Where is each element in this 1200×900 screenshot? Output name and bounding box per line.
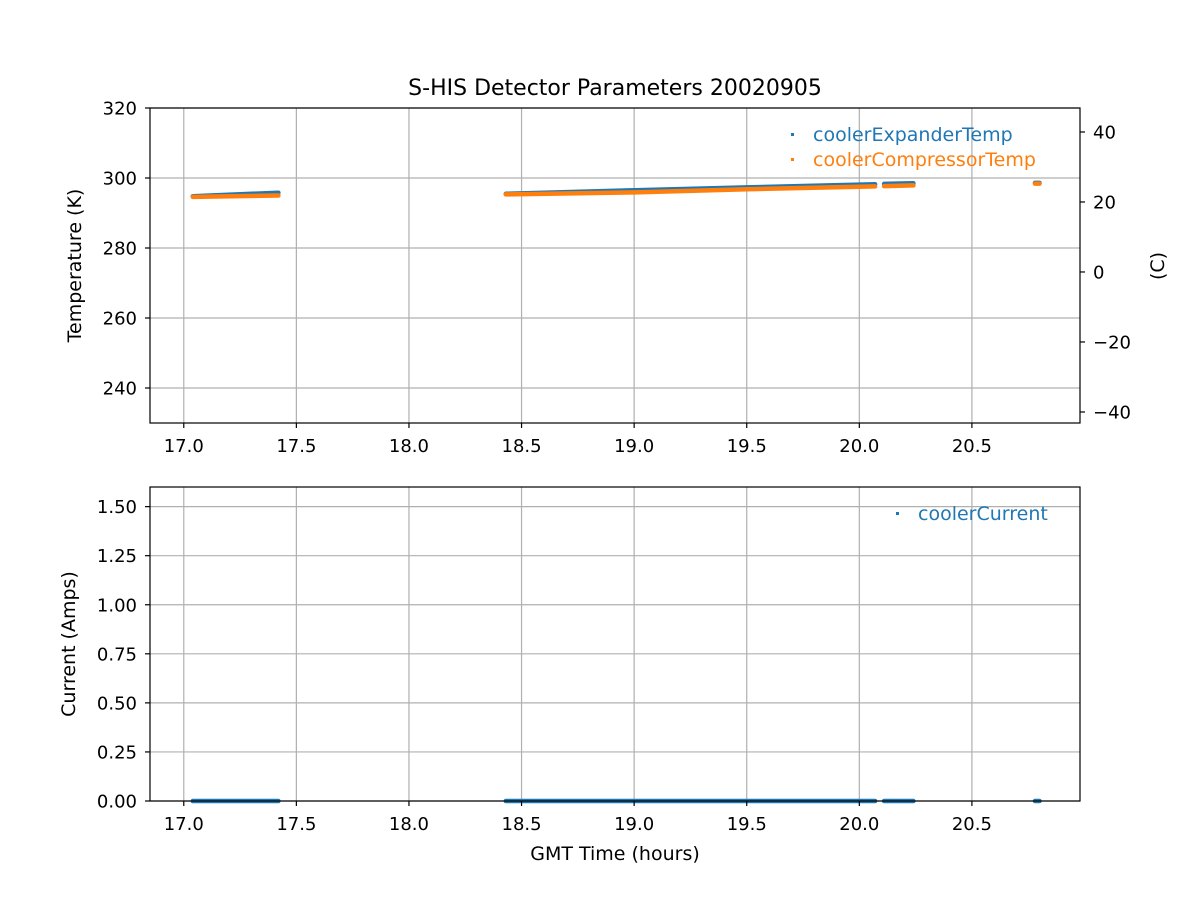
legend-marker-current bbox=[896, 512, 899, 515]
legend-label-compressor: coolerCompressorTemp bbox=[813, 149, 1036, 171]
x-tick-label: 20.5 bbox=[952, 814, 992, 835]
x-tick-label: 18.5 bbox=[502, 814, 542, 835]
legend-marker-compressor bbox=[791, 158, 794, 161]
y-axis-label-celsius: (C) bbox=[1147, 252, 1169, 280]
y-tick-label: 1.50 bbox=[97, 497, 137, 518]
current-panel: 17.0 17.5 18.0 18.5 19.0 19.5 20.0 20.5 0.00 0.2… bbox=[58, 486, 1081, 865]
y-tick-label: 0.00 bbox=[97, 792, 137, 813]
x-tick-label: 20.0 bbox=[839, 436, 879, 457]
legend-marker-expander bbox=[791, 133, 794, 136]
y-right-tick-label: −20 bbox=[1093, 332, 1131, 353]
y-axis-label-kelvin: Temperature (K) bbox=[64, 189, 86, 344]
x-tick-label: 19.0 bbox=[614, 436, 654, 457]
current-legend: coolerCurrent bbox=[896, 503, 1048, 525]
x-tick-label: 19.0 bbox=[614, 814, 654, 835]
x-tick-label: 19.5 bbox=[727, 436, 767, 457]
y-tick-label: 260 bbox=[103, 309, 137, 330]
y-tick-label: 240 bbox=[103, 379, 137, 400]
x-tick-label: 20.5 bbox=[952, 436, 992, 457]
y-tick-label: 320 bbox=[103, 99, 137, 120]
temperature-panel: S-HIS Detector Parameters 20020905 17.0 1… bbox=[64, 76, 1169, 457]
x-tick-label: 20.0 bbox=[839, 814, 879, 835]
y-right-tick-label: 0 bbox=[1093, 262, 1104, 283]
temperature-legend: coolerExpanderTemp coolerCompressorTemp bbox=[791, 124, 1036, 171]
legend-label-expander: coolerExpanderTemp bbox=[813, 124, 1013, 146]
x-tick-label: 19.5 bbox=[727, 814, 767, 835]
y-right-tick-label: 20 bbox=[1093, 192, 1116, 213]
chart-title: S-HIS Detector Parameters 20020905 bbox=[408, 76, 822, 101]
y-right-tick-label: 40 bbox=[1093, 122, 1116, 143]
x-axis-label: GMT Time (hours) bbox=[530, 843, 700, 865]
y-tick-label: 1.00 bbox=[97, 595, 137, 616]
series-coolerCompressorTemp bbox=[190, 181, 1042, 200]
x-tick-label: 17.5 bbox=[276, 814, 316, 835]
y-tick-label: 0.25 bbox=[97, 742, 137, 763]
x-tick-label: 17.0 bbox=[164, 814, 204, 835]
y-axis-label-current: Current (Amps) bbox=[58, 571, 80, 717]
y-tick-label: 280 bbox=[103, 239, 137, 260]
current-axes-frame bbox=[149, 486, 1081, 802]
y-tick-label: 0.50 bbox=[97, 693, 137, 714]
data-point-streak bbox=[503, 184, 878, 197]
data-point-streak bbox=[881, 183, 916, 189]
temperature-axes-frame bbox=[149, 107, 1081, 424]
data-point-streak bbox=[190, 193, 281, 200]
y-right-tick-label: −40 bbox=[1093, 402, 1131, 423]
x-tick-label: 18.5 bbox=[502, 436, 542, 457]
x-tick-label: 18.0 bbox=[389, 436, 429, 457]
x-tick-label: 17.5 bbox=[276, 436, 316, 457]
y-tick-label: 0.75 bbox=[97, 644, 137, 665]
temperature-series bbox=[190, 180, 1042, 200]
y-tick-label: 1.25 bbox=[97, 546, 137, 567]
x-tick-label: 17.0 bbox=[164, 436, 204, 457]
legend-label-current: coolerCurrent bbox=[918, 503, 1048, 525]
y-tick-label: 300 bbox=[103, 169, 137, 190]
x-tick-label: 18.0 bbox=[389, 814, 429, 835]
